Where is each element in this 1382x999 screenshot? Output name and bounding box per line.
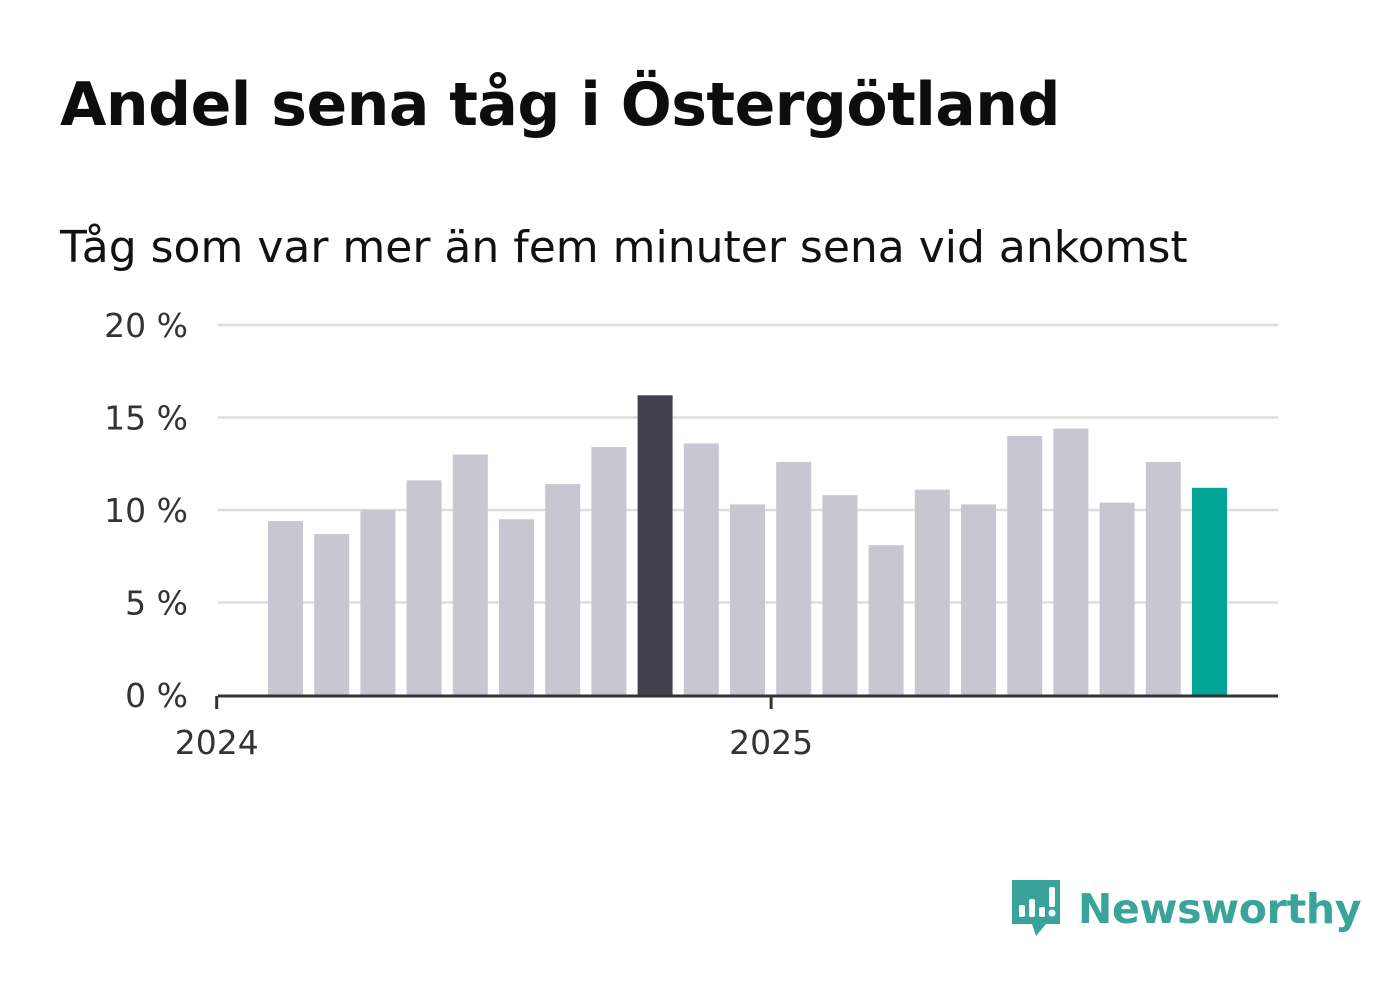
y-tick-label: 5 % (125, 584, 188, 623)
bar (1192, 487, 1227, 695)
chart-subtitle: Tåg som var mer än fem minuter sena vid … (60, 222, 1188, 273)
bar (637, 395, 673, 695)
bar (406, 480, 442, 695)
bar (499, 519, 534, 695)
x-tick-label: 2025 (729, 723, 813, 762)
bar (730, 504, 765, 695)
bar (314, 534, 350, 695)
bar (1007, 436, 1043, 695)
y-tick-label: 0 % (125, 676, 188, 715)
bar (776, 461, 812, 695)
bar (360, 510, 396, 695)
y-tick-label: 10 % (104, 491, 188, 530)
bar (868, 545, 904, 695)
newsworthy-logo-icon (1012, 880, 1060, 936)
bar (822, 495, 858, 695)
bar (1145, 461, 1181, 695)
chart-title: Andel sena tåg i Östergötland (60, 70, 1060, 140)
bar (961, 504, 996, 695)
bar (591, 447, 627, 695)
y-tick-label: 20 % (104, 306, 188, 345)
bar (268, 521, 303, 695)
x-tick-label: 2024 (175, 723, 259, 762)
bar (545, 484, 581, 695)
bar (683, 443, 719, 695)
bar (452, 454, 488, 695)
newsworthy-logo: Newsworthy (1010, 878, 1361, 940)
newsworthy-logo-text: Newsworthy (1078, 885, 1362, 933)
bar (1053, 428, 1089, 695)
y-tick-label: 15 % (104, 399, 188, 438)
bar (1099, 502, 1135, 695)
bar (914, 489, 950, 695)
